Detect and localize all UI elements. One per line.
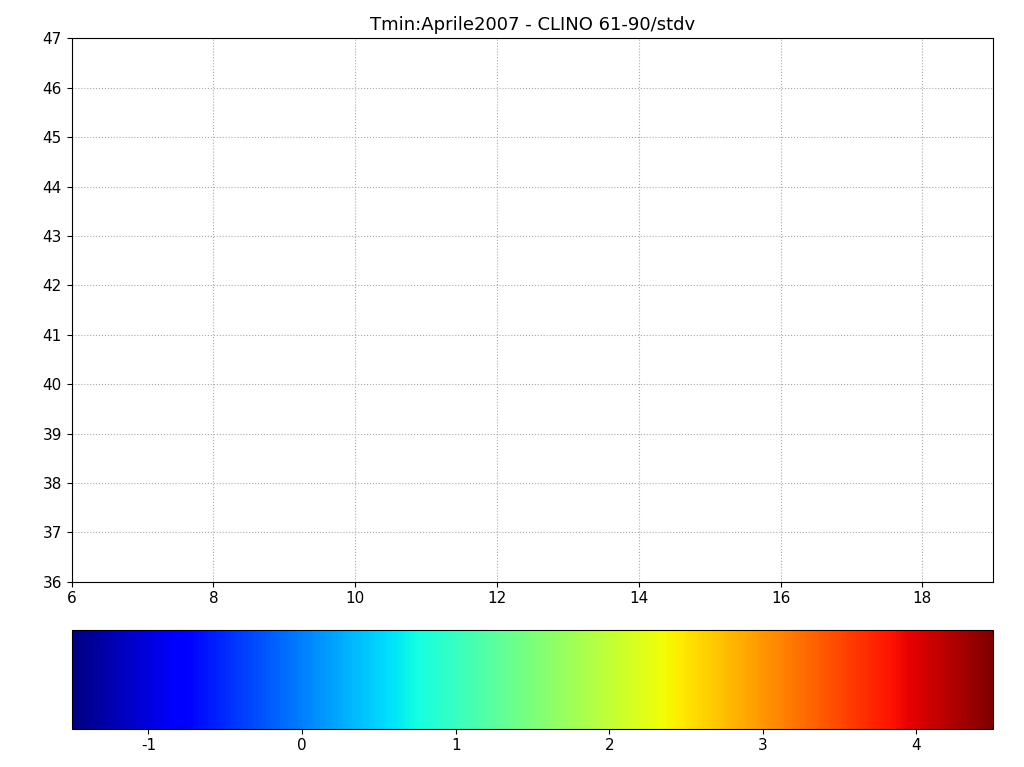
Title: Tmin:Aprile2007 - CLINO 61-90/stdv: Tmin:Aprile2007 - CLINO 61-90/stdv (370, 16, 695, 34)
